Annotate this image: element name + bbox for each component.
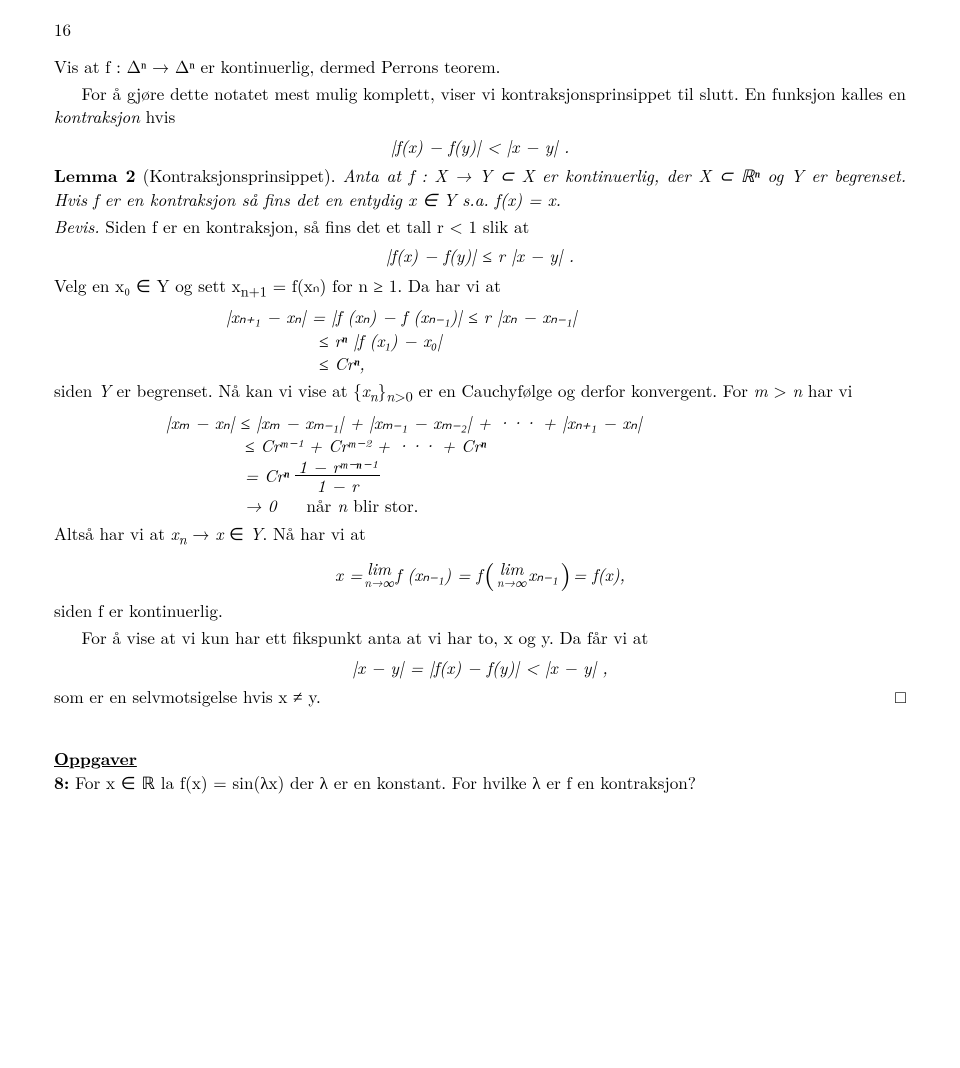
term-kontraksjon: kontraksjon [54,104,140,128]
text: som er en selvmotsigelse hvis x ≠ y. [54,684,321,708]
lemma-head: Lemma 2 [54,164,135,188]
math-line: ≤ Crⁿ, [226,352,906,375]
text: siden f er kontinuerlig. [54,598,223,622]
paragraph-perron: Vis at f : Δⁿ → Δⁿ er kontinuerlig, derm… [54,55,906,78]
lemma-name: (Kontraksjonsprinsippet) [135,163,330,187]
paragraph-contradiction: som er en selvmotsigelse hvis x ≠ y. □ [54,685,906,708]
math: |x − y| = |f(x) − f(y)| < |x − y| , [352,655,607,679]
qed-icon: □ [895,685,906,709]
denominator: 1 − r [314,476,362,494]
math-line: |xₙ₊₁ − xₙ| = |f (xₙ) − f (xₙ₋₁)| ≤ r |x… [226,305,906,328]
fraction: 1 − rᵐ⁻ⁿ⁻¹ 1 − r [295,457,380,494]
subscript: n+1 [241,281,267,301]
math-line: → 0 når n blir stor. [166,494,906,517]
lemma-2: Lemma 2 (Kontraksjonsprinsippet). Anta a… [54,164,906,211]
text: Siden f er en kontraksjon, så fins det e… [100,214,530,238]
proof-start: Bevis. Siden f er en kontraksjon, så fin… [54,215,906,238]
text: . [331,163,343,187]
paragraph-intro-contraction: For å gjøre dette notatet mest mulig kom… [54,82,906,128]
text: For å gjøre dette notatet mest mulig kom… [82,81,906,105]
paragraph-choose-x0: Velg en x₀ ∈ Y og sett xn+1 = f(xₙ) for … [54,274,906,302]
math: |f(x) − f(y)| < |x − y| . [391,134,570,158]
text: = f(xₙ) for n ≥ 1. Da har vi at [267,273,501,297]
text: = Crⁿ [245,464,289,487]
math-line: = Crⁿ 1 − rᵐ⁻ⁿ⁻¹ 1 − r [166,457,906,494]
bevis-head: Bevis. [54,214,100,238]
math: |f(x) − f(y)| ≤ r |x − y| . [386,243,574,267]
equation-uniqueness: |x − y| = |f(x) − f(y)| < |x − y| , [54,656,906,679]
equation-lipschitz: |f(x) − f(y)| ≤ r |x − y| . [54,244,906,267]
text: Altså har vi at xn → x ∈ Y. Nå har vi at [54,521,366,545]
page-number: 16 [54,18,906,41]
math-line: ≤ rⁿ |f (x₁) − x₀| [226,329,906,352]
text: For å vise at vi kun har ett fikspunkt a… [82,625,649,649]
exercise-number: 8: [54,771,69,795]
paragraph-uniqueness: For å vise at vi kun har ett fikspunkt a… [54,626,906,649]
exercise-text: For x ∈ ℝ la f(x) = sin(λx) der λ er en … [69,770,696,794]
text: Velg en x₀ ∈ Y og sett x [54,273,241,297]
math: x = limn→∞ f (xₙ₋₁) = f ( limn→∞ xₙ₋₁ ) … [335,555,625,593]
equation-cauchy-estimate: |xₘ − xₙ| ≤ |xₘ − xₘ₋₁| + |xₘ₋₁ − xₘ₋₂| … [166,411,906,518]
exercise-8: 8: For x ∈ ℝ la f(x) = sin(λx) der λ er … [54,771,906,795]
paragraph-cauchy: siden Y er begrenset. Nå kan vi vise at … [54,379,906,407]
equation-contraction-def: |f(x) − f(y)| < |x − y| . [54,135,906,158]
equation-iterate-bound: |xₙ₊₁ − xₙ| = |f (xₙ) − f (xₙ₋₁)| ≤ r |x… [226,305,906,375]
text: hvis [140,104,175,128]
paragraph-continuous: siden f er kontinuerlig. [54,599,906,622]
math-line: ≤ Crᵐ⁻¹ + Crᵐ⁻² + ··· + Crⁿ [166,434,906,457]
text: siden Y er begrenset. Nå kan vi vise at … [54,378,852,402]
paragraph-limit: Altså har vi at xn → x ∈ Y. Nå har vi at [54,522,906,550]
text: Vis at f : Δⁿ → Δⁿ er kontinuerlig, derm… [54,54,500,78]
exercises-heading: Oppgaver [54,748,906,771]
equation-limit-fixpoint: x = limn→∞ f (xₙ₋₁) = f ( limn→∞ xₙ₋₁ ) … [54,555,906,593]
math-line: |xₘ − xₙ| ≤ |xₘ − xₘ₋₁| + |xₘ₋₁ − xₘ₋₂| … [166,411,906,434]
